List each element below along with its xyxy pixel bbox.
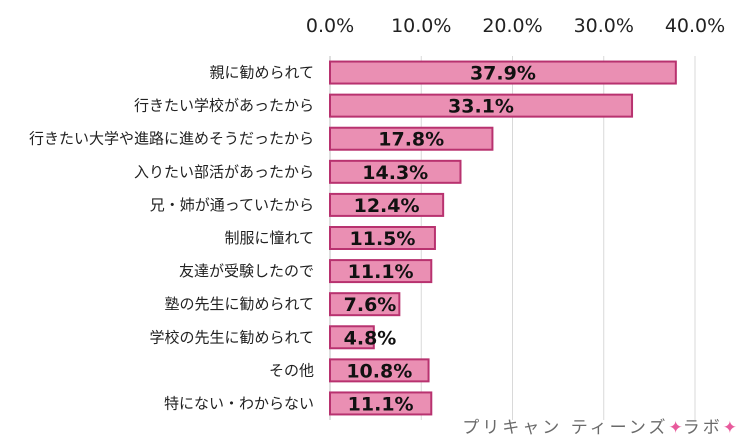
bar xyxy=(329,192,445,217)
category-label: 学校の先生に勧められて xyxy=(149,328,314,346)
bar xyxy=(329,126,494,151)
value-label: 11.5% xyxy=(350,228,416,250)
x-tick-label: 0.0% xyxy=(306,15,354,37)
bar xyxy=(329,93,634,118)
star-icon-2: ✦ xyxy=(722,418,737,438)
bar xyxy=(329,226,436,250)
x-tick-labels: 0.0% 10.0% 20.0% 30.0% 40.0% xyxy=(306,15,725,37)
x-tick-label: 10.0% xyxy=(391,15,451,37)
category-labels: 親に勧められて行きたい学校があったから行きたい大学や進路に進めそうだったから入り… xyxy=(29,64,314,413)
category-label: 兄・姉が通っていたから xyxy=(150,196,314,214)
watermark-text: プリキャン ティーンズ xyxy=(462,418,669,438)
category-label: 制服に憧れて xyxy=(224,229,314,247)
value-label: 7.6% xyxy=(344,294,397,316)
bar xyxy=(329,325,375,350)
bar xyxy=(329,292,401,317)
x-tick-label: 40.0% xyxy=(665,15,725,37)
value-label: 4.8% xyxy=(344,327,397,349)
category-label: 入りたい部活があったから xyxy=(134,163,314,181)
category-label: 友達が受験したので xyxy=(179,262,314,280)
value-label: 14.3% xyxy=(362,162,428,184)
category-label: 塾の先生に勧められて xyxy=(164,295,314,313)
x-tick-label: 30.0% xyxy=(574,15,634,37)
value-label: 10.8% xyxy=(346,360,412,382)
value-labels: 37.9% 33.1%17.8% 14.3% 12.4% 11.5% 11.1% 7.6% 4… xyxy=(344,63,536,416)
value-label: 17.8% xyxy=(378,129,444,151)
bar xyxy=(329,358,430,383)
category-label: 特にない・わからない xyxy=(164,394,314,412)
bar xyxy=(329,60,677,85)
value-label: 37.9% xyxy=(470,63,536,85)
value-label: 11.1% xyxy=(348,261,414,283)
value-label: 12.4% xyxy=(354,195,420,217)
watermark-logo: プリキャン ティーンズ✦ラボ✦ xyxy=(462,413,737,438)
bars xyxy=(329,60,677,416)
bar xyxy=(329,159,462,184)
bar xyxy=(329,391,433,416)
star-icon: ✦ xyxy=(668,418,683,438)
bar xyxy=(329,259,433,284)
category-label: 行きたい学校があったから xyxy=(134,97,314,115)
watermark-text-2: ラボ xyxy=(682,418,723,438)
x-tick-label: 20.0% xyxy=(482,15,542,37)
category-label: 親に勧められて xyxy=(209,64,314,82)
category-label: 行きたい大学や進路に進めそうだったから xyxy=(29,130,314,148)
value-label: 11.1% xyxy=(348,393,414,415)
value-label: 33.1% xyxy=(448,96,514,118)
category-label: その他 xyxy=(269,361,314,379)
